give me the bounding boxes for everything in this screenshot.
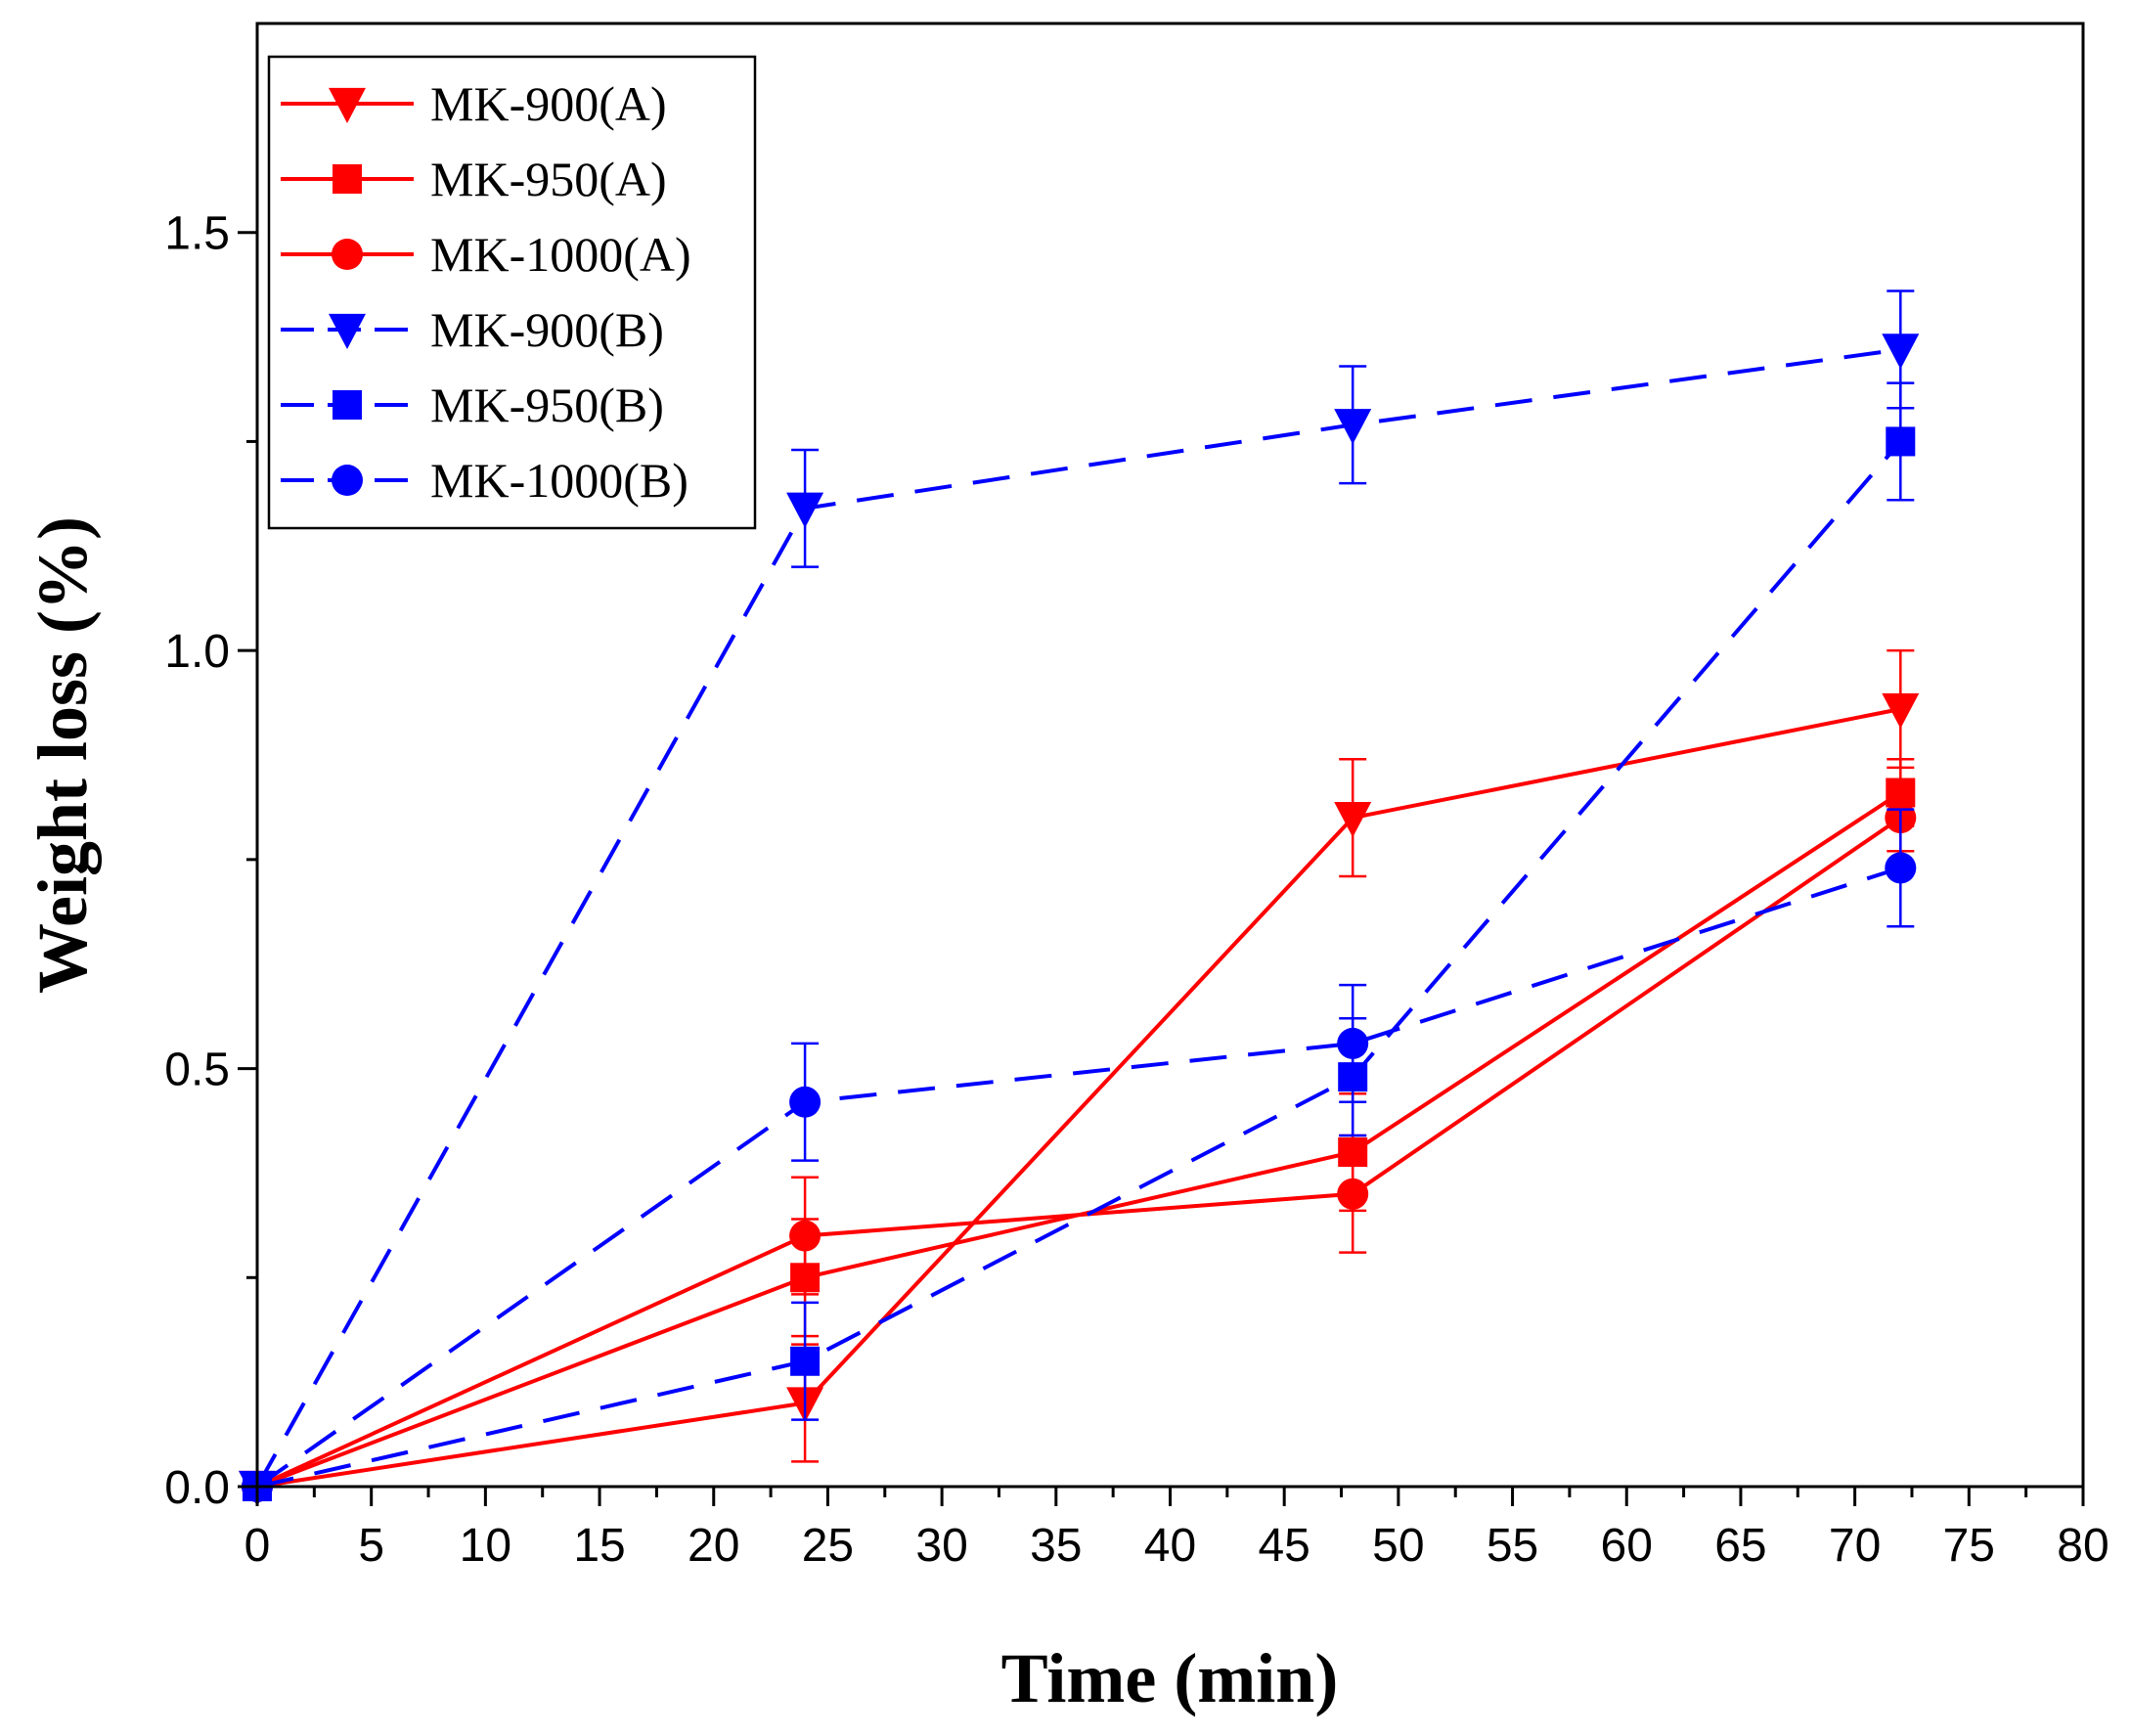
- series-line-mk-950-a: [256, 790, 1902, 1489]
- legend-item-mk-950-a: MK-950(A): [281, 152, 667, 206]
- series-line-mk-1000-b: [255, 866, 1901, 1489]
- x-tick-label: 80: [2057, 1520, 2109, 1572]
- legend-marker: [333, 164, 362, 194]
- legend-label: MK-1000(A): [430, 227, 691, 282]
- legend-box: [267, 55, 757, 530]
- series-line-mk-950-b: [256, 440, 1902, 1489]
- y-tick-label: 1.5: [164, 208, 230, 260]
- x-tick-label: 45: [1258, 1520, 1310, 1572]
- x-tick-label: 15: [573, 1520, 625, 1572]
- series-line-mk-900-b: [255, 347, 1901, 1488]
- data-point: [1882, 334, 1920, 370]
- series-line-mk-900-a: [256, 707, 1901, 1489]
- series-mk-1000-b: [242, 808, 1917, 1502]
- data-point: [789, 1220, 821, 1252]
- data-point: [1334, 409, 1372, 445]
- legend-item-mk-1000-b: MK-1000(B): [281, 453, 688, 508]
- legend-label: MK-900(A): [430, 76, 667, 131]
- x-axis-title: Time (min): [1001, 1639, 1339, 1717]
- x-tick-label: 35: [1030, 1520, 1082, 1572]
- legend-label: MK-950(B): [430, 378, 664, 432]
- legend-marker: [332, 465, 363, 496]
- y-tick-label: 1.0: [164, 626, 230, 678]
- x-tick-label: 70: [1829, 1520, 1881, 1572]
- data-point: [786, 492, 824, 528]
- series-mk-950-a: [243, 758, 1916, 1501]
- legend-label: MK-900(B): [430, 302, 664, 357]
- series-line-mk-1000-a: [256, 816, 1902, 1489]
- x-tick-label: 10: [460, 1520, 511, 1572]
- x-tick-label: 75: [1943, 1520, 1995, 1572]
- data-point: [1882, 692, 1920, 729]
- legend-label: MK-950(A): [430, 152, 667, 206]
- x-tick-label: 25: [802, 1520, 854, 1572]
- legend-item-mk-950-b: MK-950(B): [281, 378, 664, 432]
- legend-marker: [332, 239, 363, 270]
- data-point: [790, 1346, 821, 1376]
- legend-item-mk-1000-a: MK-1000(A): [281, 227, 691, 282]
- y-tick-label: 0.0: [164, 1462, 230, 1514]
- x-tick-label: 55: [1487, 1520, 1538, 1572]
- x-tick-label: 40: [1144, 1520, 1196, 1572]
- data-point: [789, 1086, 821, 1118]
- x-tick-label: 5: [358, 1520, 384, 1572]
- x-tick-label: 65: [1714, 1520, 1766, 1572]
- legend-marker: [329, 87, 366, 123]
- y-axis-title: Weight loss (%): [23, 516, 102, 994]
- data-point: [1886, 426, 1916, 457]
- x-tick-label: 0: [244, 1520, 271, 1572]
- x-tick-label: 20: [688, 1520, 739, 1572]
- x-tick-label: 30: [915, 1520, 967, 1572]
- data-point: [1337, 1027, 1369, 1059]
- data-point: [1337, 1178, 1369, 1210]
- legend-item-mk-900-b: MK-900(B): [281, 302, 664, 357]
- y-tick-label: 0.5: [164, 1045, 230, 1096]
- legend-label: MK-1000(B): [430, 453, 688, 508]
- series-mk-1000-a: [242, 782, 1917, 1502]
- data-point: [1885, 852, 1917, 884]
- x-tick-label: 50: [1372, 1520, 1424, 1572]
- legend-item-mk-900-a: MK-900(A): [281, 76, 667, 131]
- legend-marker: [329, 313, 366, 349]
- legend-marker: [333, 390, 362, 420]
- x-tick-label: 60: [1601, 1520, 1653, 1572]
- data-point: [1334, 801, 1372, 838]
- series-mk-900-b: [239, 289, 1920, 1506]
